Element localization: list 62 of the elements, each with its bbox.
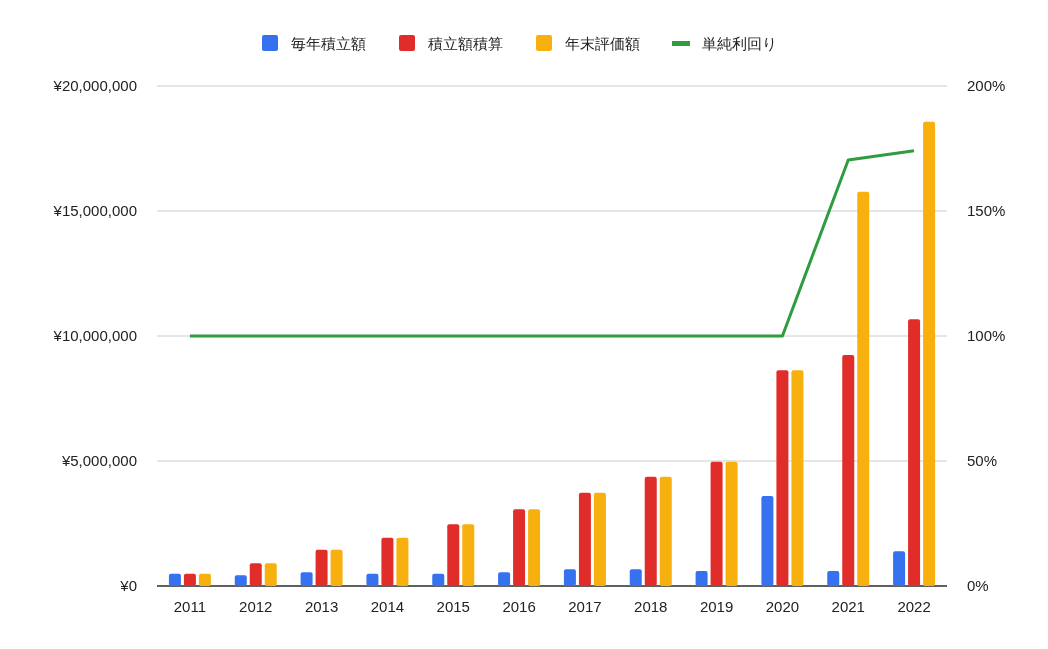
bar [264,563,277,586]
bar [563,569,576,586]
y-tick-label: ¥0 [119,577,137,594]
bar [695,571,708,586]
x-tick-label: 2022 [897,598,931,615]
bar [498,572,511,586]
x-tick-label: 2016 [502,598,536,615]
bar [578,492,591,586]
bar [234,575,247,586]
bar [908,319,921,586]
x-tick-label: 2019 [699,598,734,615]
bar [300,572,313,586]
x-tick-label: 2020 [765,598,800,615]
bar [198,573,211,586]
x-tick-label: 2018 [634,598,668,615]
bar [183,573,196,586]
bar [659,476,672,586]
legend-label: 毎年積立額 [291,35,366,52]
y2-tick-label: 150% [967,202,1006,219]
y-tick-label: ¥20,000,000 [52,77,137,94]
legend-label: 積立額積算 [428,35,503,52]
bar [725,461,738,586]
bar [761,496,774,586]
bar [462,524,475,586]
bar [447,524,460,586]
y-tick-label: ¥10,000,000 [52,327,137,344]
bar [381,537,394,586]
bar [396,537,409,586]
bar [168,573,181,586]
y-tick-label: ¥15,000,000 [52,202,137,219]
y2-tick-label: 200% [967,77,1006,94]
bar [249,563,262,586]
legend-label: 単純利回り [702,35,777,52]
bar [644,476,657,586]
x-tick-label: 2013 [304,598,339,615]
bar [315,549,328,586]
bar [710,461,723,586]
bar [330,549,343,586]
y2-tick-label: 50% [967,452,998,469]
x-tick-label: 2014 [370,598,405,615]
bar [366,573,379,586]
bar [827,571,840,586]
x-tick-label: 2011 [173,598,207,615]
bar [893,551,906,586]
x-tick-label: 2021 [831,598,865,615]
bar [923,121,936,586]
bar [528,509,541,586]
legend-label: 年末評価額 [565,35,640,52]
y-tick-label: ¥5,000,000 [60,452,137,469]
bar [432,573,445,586]
bar [513,509,526,586]
y2-tick-label: 100% [967,327,1006,344]
bar [842,355,855,586]
bar [791,370,804,586]
bar [857,191,870,586]
x-tick-label: 2012 [239,598,273,615]
bar [593,492,606,586]
bar [776,370,789,586]
y2-tick-label: 0% [967,577,989,594]
bar [629,569,642,586]
x-tick-label: 2017 [568,598,602,615]
x-tick-label: 2015 [436,598,470,615]
